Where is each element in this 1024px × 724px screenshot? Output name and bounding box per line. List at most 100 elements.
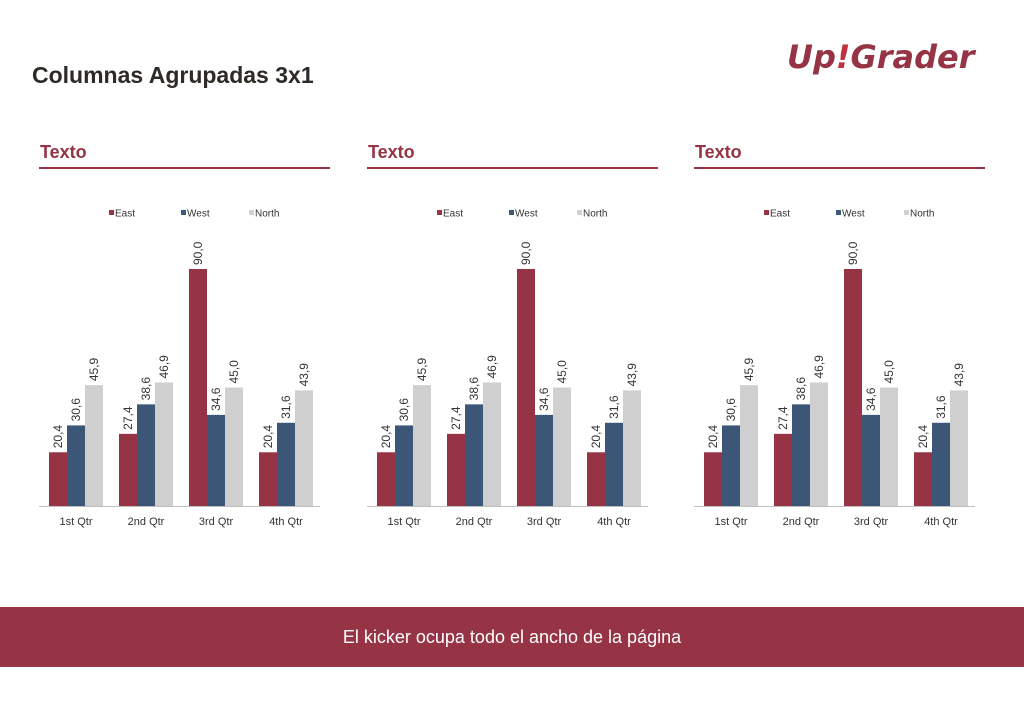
x-tick-label: 2nd Qtr [456, 516, 493, 528]
bar [119, 433, 137, 506]
bar [880, 387, 898, 506]
bar [377, 452, 395, 506]
bar [413, 385, 431, 506]
panel-divider [39, 167, 330, 169]
data-label: 43,9 [625, 363, 639, 387]
bar [225, 387, 243, 506]
data-label: 20,4 [51, 425, 65, 449]
data-label: 30,6 [724, 398, 738, 422]
legend-item: North [904, 209, 934, 220]
legend-item: East [764, 209, 790, 220]
data-label: 45,9 [742, 357, 756, 381]
legend-label: North [910, 209, 934, 220]
chart-panel-3: Texto East West North 20,4 30,6 45,9 1st Qtr 27… [694, 140, 986, 540]
data-label: 31,6 [934, 395, 948, 419]
bar [623, 390, 641, 506]
legend-label: West [187, 209, 210, 220]
legend-label: West [515, 209, 538, 220]
kicker-text: El kicker ocupa todo el ancho de la pági… [342, 627, 682, 647]
bar [259, 452, 277, 506]
bar [85, 385, 103, 506]
data-label: 45,9 [87, 357, 101, 381]
data-label: 27,4 [121, 406, 135, 430]
x-tick-label: 4th Qtr [269, 516, 303, 528]
x-tick-label: 1st Qtr [714, 516, 747, 528]
x-tick-label: 1st Qtr [59, 516, 92, 528]
legend-item: North [249, 209, 279, 220]
data-label: 38,6 [794, 377, 808, 401]
panel-divider [694, 167, 985, 169]
bar [704, 452, 722, 506]
data-label: 34,6 [537, 387, 551, 411]
bar [844, 269, 862, 506]
bar [950, 390, 968, 506]
x-tick-label: 3rd Qtr [527, 516, 562, 528]
data-label: 43,9 [952, 363, 966, 387]
bar [207, 414, 225, 506]
data-label: 38,6 [467, 377, 481, 401]
bar [49, 452, 67, 506]
bar [553, 387, 571, 506]
chart-panel-2: Texto East West North 20,4 30,6 45,9 1st Qtr 27… [367, 140, 659, 540]
logo-exclamation: ! [835, 38, 851, 76]
bar [277, 422, 295, 506]
data-label: 46,9 [157, 355, 171, 379]
x-tick-label: 2nd Qtr [783, 516, 820, 528]
data-label: 90,0 [846, 241, 860, 265]
data-label: 31,6 [279, 395, 293, 419]
logo-text-left: Up [787, 38, 836, 76]
page-title: Columnas Agrupadas 3x1 [32, 62, 314, 88]
chart-panel-1: Texto East West North 20,4 30,6 45,9 1st Qtr 27… [39, 140, 331, 540]
data-label: 34,6 [864, 387, 878, 411]
data-label: 38,6 [139, 377, 153, 401]
legend-swatch [181, 210, 186, 215]
legend-label: East [443, 209, 463, 220]
legend-swatch [509, 210, 514, 215]
legend-item: West [509, 209, 538, 220]
legend-item: West [181, 209, 210, 220]
bar [465, 404, 483, 506]
data-label: 34,6 [209, 387, 223, 411]
bar [155, 382, 173, 506]
bar [740, 385, 758, 506]
bar [395, 425, 413, 506]
panel-title: Texto [368, 142, 415, 162]
bar [189, 269, 207, 506]
legend-swatch [577, 210, 582, 215]
data-label: 20,4 [916, 425, 930, 449]
data-label: 46,9 [812, 355, 826, 379]
data-label: 20,4 [589, 425, 603, 449]
legend-swatch [437, 210, 442, 215]
legend-item: North [577, 209, 607, 220]
legend-swatch [904, 210, 909, 215]
bar-chart: East West North 20,4 30,6 45,9 1st Qtr 27,4 38,6… [694, 209, 975, 528]
bar [862, 414, 880, 506]
kicker-banner: El kicker ocupa todo el ancho de la pági… [0, 607, 1024, 667]
brand-logo: Up!Grader [787, 38, 975, 76]
bar [914, 452, 932, 506]
bar [810, 382, 828, 506]
bar [447, 433, 465, 506]
bar [517, 269, 535, 506]
bar [792, 404, 810, 506]
x-tick-label: 4th Qtr [924, 516, 958, 528]
data-label: 27,4 [776, 406, 790, 430]
data-label: 45,0 [227, 360, 241, 384]
legend-swatch [764, 210, 769, 215]
legend-label: East [770, 209, 790, 220]
legend-label: North [255, 209, 279, 220]
data-label: 30,6 [69, 398, 83, 422]
logo-text-right: Grader [850, 38, 975, 76]
legend-swatch [836, 210, 841, 215]
panel-title: Texto [695, 142, 742, 162]
legend-swatch [109, 210, 114, 215]
bar [535, 414, 553, 506]
bar [605, 422, 623, 506]
panel-divider [367, 167, 658, 169]
bar [932, 422, 950, 506]
legend-label: North [583, 209, 607, 220]
x-tick-label: 1st Qtr [387, 516, 420, 528]
legend-swatch [249, 210, 254, 215]
bar [67, 425, 85, 506]
data-label: 45,0 [882, 360, 896, 384]
